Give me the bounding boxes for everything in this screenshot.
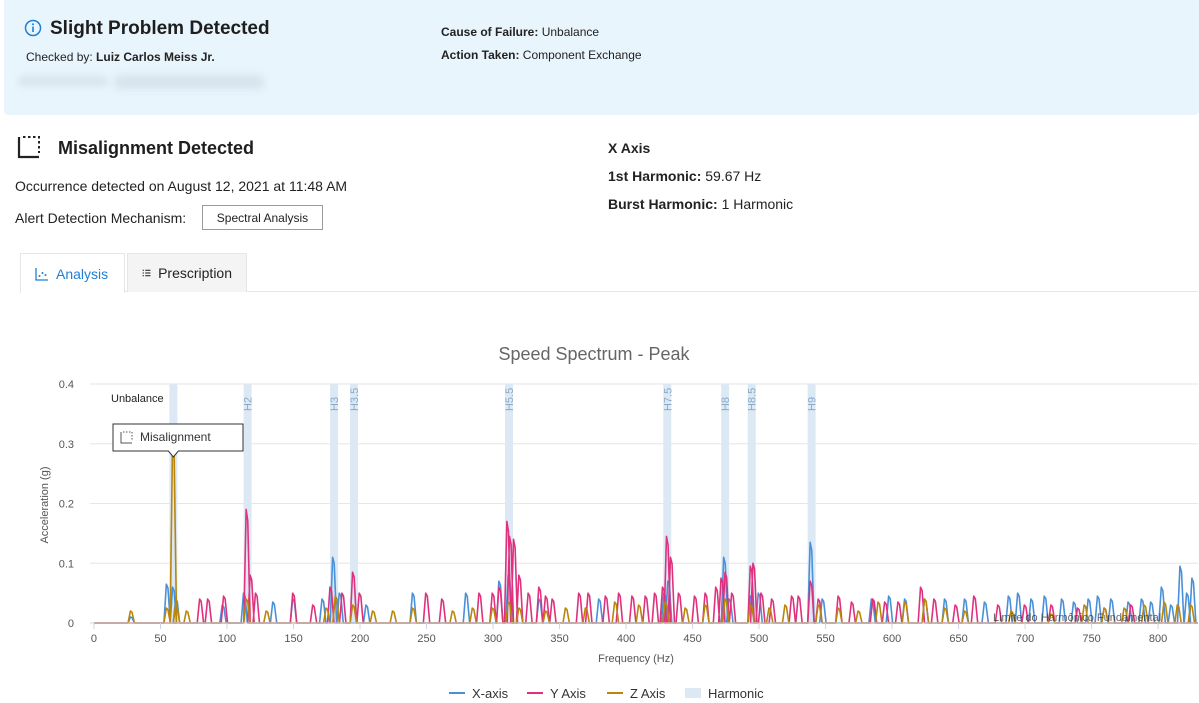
series-line <box>93 436 1198 624</box>
info-icon <box>24 19 42 37</box>
x-tick-label: 200 <box>351 633 369 645</box>
harmonic-band <box>663 384 672 623</box>
x-tick-label: 600 <box>883 633 901 645</box>
x-tick-label: 0 <box>91 633 97 645</box>
x-tick-label: 800 <box>1149 633 1167 645</box>
harmonic-label: H2 <box>243 397 255 411</box>
first-harmonic-value: 59.67 Hz <box>705 168 762 184</box>
harmonic-band <box>504 384 513 623</box>
checked-by-name: Luiz Carlos Meiss Jr. <box>96 50 215 64</box>
harmonic-band <box>807 384 816 623</box>
x-tick-label: 300 <box>484 633 502 645</box>
y-tick-label: 0.2 <box>59 499 74 511</box>
x-tick-label: 50 <box>154 633 166 645</box>
harmonic-band <box>721 384 730 623</box>
chart-icon <box>35 267 48 281</box>
legend-swatch <box>685 688 701 698</box>
mechanism-label: Alert Detection Mechanism: <box>15 210 187 226</box>
tab-analysis-label: Analysis <box>56 265 109 282</box>
action-value: Component Exchange <box>522 48 642 62</box>
misalignment-callout <box>112 423 244 458</box>
harmonic-label: H8.5 <box>747 388 759 411</box>
y-tick-label: 0.1 <box>59 558 74 570</box>
action-taken: Action Taken: Component Exchange <box>441 48 642 62</box>
x-tick-label: 500 <box>750 633 768 645</box>
x-tick-label: 450 <box>683 633 701 645</box>
legend-label: Z Axis <box>630 686 666 701</box>
chart-series <box>93 436 1198 624</box>
harmonic-label: H3.5 <box>349 388 361 411</box>
chart-grid <box>90 383 1198 624</box>
chart-axes: Speed Spectrum - Peak 0 0.1 0.2 0.3 0.4 0 50 100… <box>39 344 1198 665</box>
chart-title: Speed Spectrum - Peak <box>498 344 690 364</box>
misalignment-callout-icon <box>120 432 132 444</box>
banner-title: Slight Problem Detected <box>50 18 270 39</box>
occurrence-text: Occurrence detected on August 12, 2021 a… <box>15 178 348 194</box>
x-tick-label: 700 <box>1016 633 1034 645</box>
harmonic-band <box>243 384 252 623</box>
harmonic-limit-label: Limite do Harmônico Fundamental <box>993 612 1161 624</box>
spectral-analysis-button[interactable]: Spectral Analysis <box>202 205 323 230</box>
x-tick-label: 350 <box>550 633 568 645</box>
series-line <box>93 508 1198 624</box>
harmonic-label: H5.5 <box>504 388 516 411</box>
misalignment-annotation: Misalignment <box>140 430 211 444</box>
tab-bar: Analysis Prescription <box>20 253 1198 293</box>
legend-label: Harmonic <box>708 686 764 701</box>
harmonic-label: H3 <box>329 397 341 411</box>
harmonic-bands: H2 H3 H3.5 H5.5 H7.5 H8 H8.5 H9 <box>169 384 819 623</box>
harmonic-label: H8 <box>720 397 732 411</box>
chart-annotations: Unbalance Misalignment <box>111 393 244 458</box>
tab-prescription-label: Prescription <box>158 265 232 281</box>
x-tick-label: 550 <box>816 633 834 645</box>
y-tick-label: 0 <box>68 618 74 630</box>
y-tick-label: 0.3 <box>59 439 74 451</box>
legend-label: X-axis <box>472 686 509 701</box>
harmonic-band <box>747 384 756 623</box>
cause-value: Unbalance <box>541 25 600 39</box>
y-axis-label: Acceleration (g) <box>39 466 51 543</box>
first-harmonic: 1st Harmonic: 59.67 Hz <box>608 168 762 184</box>
x-tick-label: 400 <box>617 633 635 645</box>
blurred-content <box>18 75 108 87</box>
harmonic-band <box>330 384 339 623</box>
misalignment-callout-icon <box>123 431 133 441</box>
burst-harmonic-value: 1 Harmonic <box>721 196 794 212</box>
x-tick-label: 250 <box>417 633 435 645</box>
status-banner: Slight Problem Detected Checked by: Luiz… <box>4 0 1199 115</box>
unbalance-annotation: Unbalance <box>111 393 164 405</box>
speed-spectrum-chart: H2 H3 H3.5 H5.5 H7.5 H8 H8.5 H9 Speed Spectrum … <box>39 344 1198 701</box>
x-tick-label: 100 <box>218 633 236 645</box>
harmonic-label: H9 <box>807 397 819 411</box>
tab-analysis[interactable]: Analysis <box>20 253 125 293</box>
harmonic-band <box>169 384 178 623</box>
cause-of-failure: Cause of Failure: Unbalance <box>441 25 600 39</box>
burst-harmonic: Burst Harmonic: 1 Harmonic <box>608 196 794 212</box>
blurred-content <box>114 75 264 89</box>
checked-by: Checked by: Luiz Carlos Meiss Jr. <box>26 50 215 64</box>
x-tick-label: 750 <box>1082 633 1100 645</box>
list-icon <box>142 269 151 277</box>
harmonic-band <box>350 384 359 623</box>
axis-title: X Axis <box>608 140 651 156</box>
chart-legend: X-axis Y Axis Z Axis Harmonic <box>449 686 764 701</box>
x-tick-label: 150 <box>284 633 302 645</box>
series-line <box>93 541 1198 624</box>
alert-title: Misalignment Detected <box>58 138 255 158</box>
misalignment-icon <box>17 136 40 159</box>
y-tick-label: 0.4 <box>59 379 74 391</box>
tab-prescription[interactable]: Prescription <box>127 253 247 292</box>
legend-label: Y Axis <box>550 686 586 701</box>
harmonic-label: H7.5 <box>662 388 674 411</box>
x-tick-label: 650 <box>949 633 967 645</box>
x-axis-label: Frequency (Hz) <box>598 653 674 665</box>
